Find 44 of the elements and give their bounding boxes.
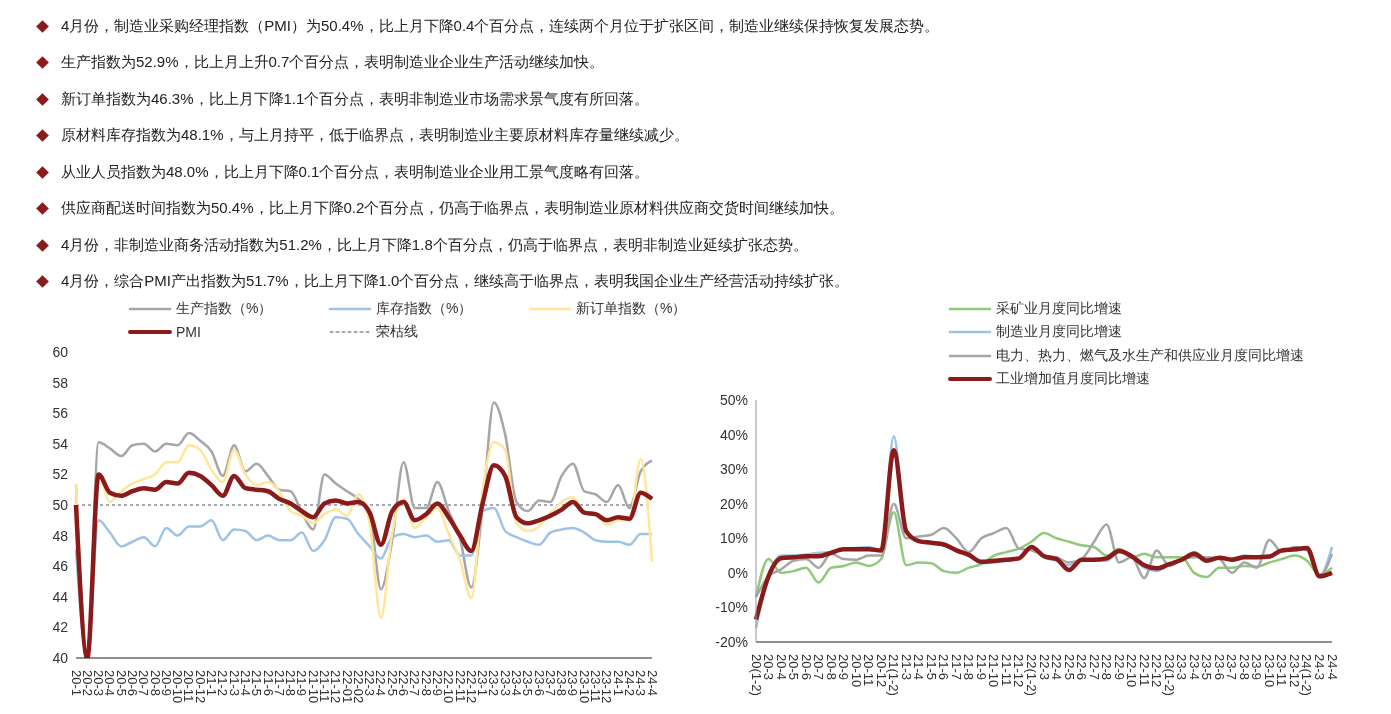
y-tick-label: 10%	[719, 530, 748, 547]
text: 原材料库存指数为48.1%，与上月持平，低于临界点，表明制造业主要原材料库存量继续减少。	[61, 126, 689, 146]
y-tick-label: 50	[52, 496, 69, 513]
y-tick-label: 48	[52, 527, 69, 544]
x-tick-label: 23-11	[1274, 654, 1290, 687]
y-tick-label: 46	[52, 558, 69, 575]
y-tick-label: -10%	[715, 599, 748, 616]
x-tick-label: 20-11	[861, 654, 877, 687]
y-tick-label: 0%	[727, 564, 748, 581]
text: 从业人员指数为48.0%，比上月下降0.1个百分点，表明制造业企业用工景气度略有回落。	[61, 162, 650, 182]
x-tick-label: 20(1-2)	[748, 654, 764, 696]
y-tick-label: 40%	[719, 426, 748, 443]
y-tick-label: 56	[52, 405, 69, 422]
text: 供应商配送时间指数为50.4%，比上月下降0.2个百分点，仍高于临界点，表明制造业原材料供应商交货时间继续加快。	[61, 199, 845, 219]
legend-label: 采矿业月度同比增速	[996, 299, 1122, 318]
legend-label: 电力、热力、燃气及水生产和供应业月度同比增速	[996, 346, 1304, 365]
text: 4月份，制造业采购经理指数（PMI）为50.4%，比上月下降0.4个百分点，连续两个月位于扩张区间，制造业继续保持恢复发展态势。	[61, 16, 940, 36]
legend-label: 荣枯线	[376, 322, 418, 341]
y-tick-label: 54	[52, 435, 69, 452]
text: 新订单指数为46.3%，比上月下降1.1个百分点，表明非制造业市场需求景气度有所回落。	[61, 89, 650, 109]
x-tick-label: 22-3	[1036, 654, 1052, 681]
x-tick-label: 22(1-2)	[1023, 654, 1039, 696]
y-tick-label: 52	[52, 466, 69, 483]
x-tick-label: 24-4	[1324, 654, 1340, 681]
legend-label: 新订单指数（%）	[576, 299, 687, 318]
text: 4月份，非制造业商务活动指数为51.2%，比上月下降1.8个百分点，仍高于临界点，表明非制造业延续扩张态势。	[61, 235, 808, 255]
y-tick-label: 58	[52, 374, 69, 391]
legend-label: 生产指数（%）	[176, 299, 273, 318]
legend-label: 库存指数（%）	[376, 299, 473, 318]
y-tick-label: 30%	[719, 461, 748, 478]
legend-label: PMI	[176, 323, 201, 340]
x-tick-label: 20-1	[68, 670, 84, 697]
y-tick-label: 42	[52, 619, 69, 636]
y-tick-label: 50%	[719, 391, 748, 408]
x-tick-label: 23(1-2)	[1161, 654, 1177, 696]
y-tick-label: 44	[52, 588, 69, 605]
y-tick-label: 60	[52, 343, 69, 360]
y-tick-label: -20%	[715, 633, 748, 650]
legend-label: 制造业月度同比增速	[996, 323, 1122, 341]
y-tick-label: 40	[52, 649, 69, 666]
text: 4月份，综合PMI产出指数为51.7%，比上月下降1.0个百分点，继续高于临界点，表明我国企业生产经营活动持续扩张。	[61, 272, 850, 292]
text: 生产指数为52.9%，比上月上升0.7个百分点，表明制造业企业生产活动继续加快。	[61, 53, 605, 73]
y-tick-label: 20%	[719, 495, 748, 512]
legend-label: 工业增加值月度同比增速	[996, 370, 1150, 388]
